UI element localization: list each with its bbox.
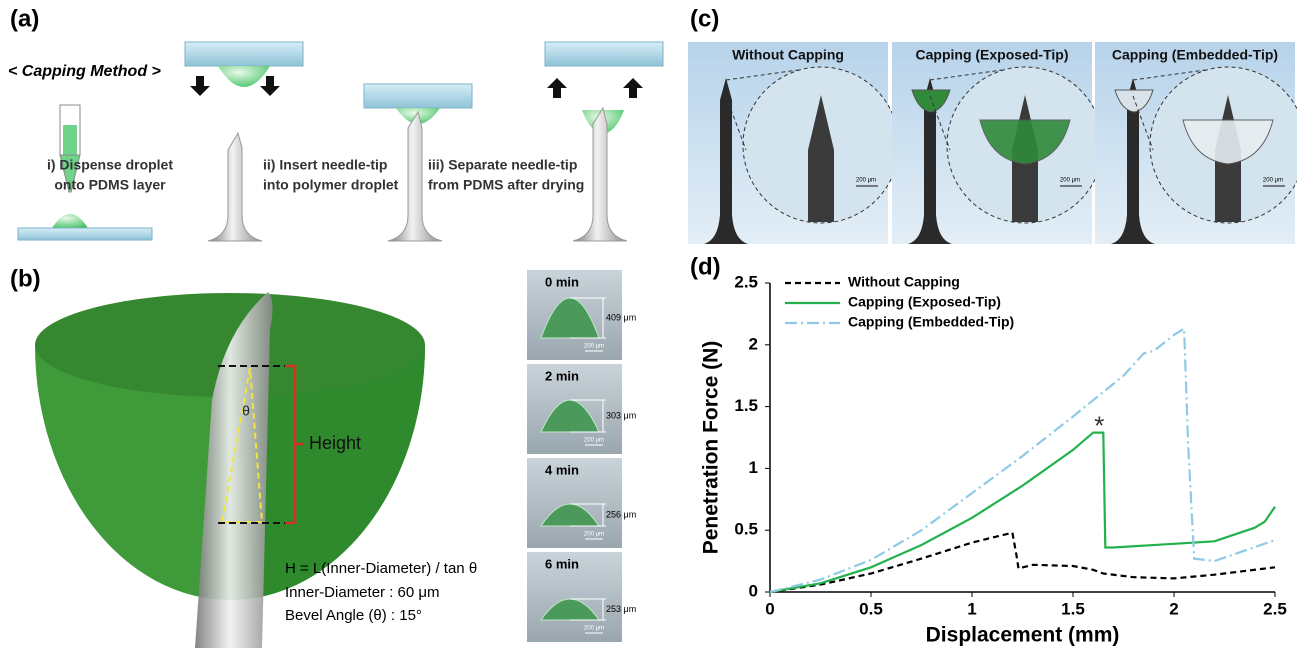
needle [573, 108, 627, 241]
pdms-plate [18, 228, 152, 240]
scale-label: 200 μm [584, 344, 604, 350]
droplet [218, 66, 270, 87]
legend-label: Without Capping [848, 274, 960, 290]
y-tick-label: 1 [749, 458, 758, 477]
step-text: iii) Separate needle-tip [428, 157, 577, 173]
pipette-liquid [63, 125, 77, 155]
scale-label: 200 μm [856, 178, 876, 184]
time-label: 6 min [545, 556, 579, 571]
panel-label: (d) [690, 253, 721, 280]
formula: Inner-Diameter : 60 μm [285, 584, 440, 601]
photo-title: Capping (Embedded-Tip) [1112, 47, 1278, 63]
y-tick-label: 0.5 [734, 520, 758, 539]
scale-label: 200 μm [1060, 178, 1080, 184]
y-tick-label: 2 [749, 334, 758, 353]
x-tick-label: 2.5 [1263, 599, 1287, 618]
photo-title: Capping (Exposed-Tip) [916, 47, 1069, 63]
step-text: ii) Insert needle-tip [263, 157, 387, 173]
formula: H = L(Inner-Diameter) / tan θ [285, 560, 477, 577]
step-text: onto PDMS layer [54, 177, 166, 193]
height-value: 253 μm [606, 604, 636, 614]
panel-b: (b) θ Height H = L(Inner-Diameter) / tan… [10, 265, 636, 648]
legend-label: Capping (Embedded-Tip) [848, 314, 1014, 330]
y-tick-label: 1.5 [734, 396, 758, 415]
height-value: 409 μm [606, 312, 636, 322]
x-tick-label: 0.5 [859, 599, 883, 618]
panel-a: (a) < Capping Method > i) Dispense dropl… [8, 5, 663, 241]
height-label: Height [309, 433, 361, 453]
needle [208, 133, 262, 241]
scale-label: 200 μm [584, 532, 604, 538]
scale-label: 200 μm [584, 626, 604, 632]
panel-d: (d) 0 0.5 1 1.5 2 2.5 0 0.5 1 1.5 2 2.5 Displacement… [690, 253, 1287, 646]
pdms-plate [364, 84, 472, 108]
formula: Bevel Angle (θ) : 15° [285, 607, 422, 624]
y-axis-label: Penetration Force (N) [700, 341, 723, 555]
height-value: 256 μm [606, 509, 636, 519]
time-label: 4 min [545, 462, 579, 477]
annotation: * [1094, 410, 1104, 440]
step-text: from PDMS after drying [428, 177, 584, 193]
y-tick-label: 2.5 [734, 272, 758, 291]
time-lapse: 0 min 409 μm 200 μm 2 min 303 μm 200 μm 4 min 2… [527, 270, 636, 642]
time-label: 0 min [545, 274, 579, 289]
panel-label: (b) [10, 265, 41, 292]
y-tick-label: 0 [749, 581, 758, 600]
pdms-plate [545, 42, 663, 66]
scale-label: 200 μm [1263, 178, 1283, 184]
photo-title: Without Capping [732, 47, 844, 63]
method-title: < Capping Method > [8, 63, 161, 80]
series-line [770, 329, 1275, 592]
x-tick-label: 2 [1169, 599, 1178, 618]
arrows-up [547, 78, 643, 98]
x-tick-label: 1.5 [1061, 599, 1085, 618]
panel-label: (a) [10, 5, 39, 32]
x-axis-label: Displacement (mm) [926, 624, 1120, 647]
scale-label: 200 μm [584, 438, 604, 444]
photos: Without Capping 200 μm Capping (Exposed-Ti… [688, 42, 1297, 244]
droplet [52, 214, 88, 228]
panel-label: (c) [690, 5, 719, 32]
pdms-plate [185, 42, 303, 66]
x-tick-label: 0 [765, 599, 774, 618]
panel-c: (c) Without Capping 200 μm Capping (Expose… [688, 5, 1297, 244]
step-text: i) Dispense droplet [47, 157, 173, 173]
height-value: 303 μm [606, 410, 636, 420]
time-label: 2 min [545, 368, 579, 383]
theta: θ [242, 403, 250, 419]
legend-label: Capping (Exposed-Tip) [848, 294, 1001, 310]
step-text: into polymer droplet [263, 177, 399, 193]
figure: (a) < Capping Method > i) Dispense dropl… [0, 0, 1297, 651]
x-tick-label: 1 [967, 599, 976, 618]
